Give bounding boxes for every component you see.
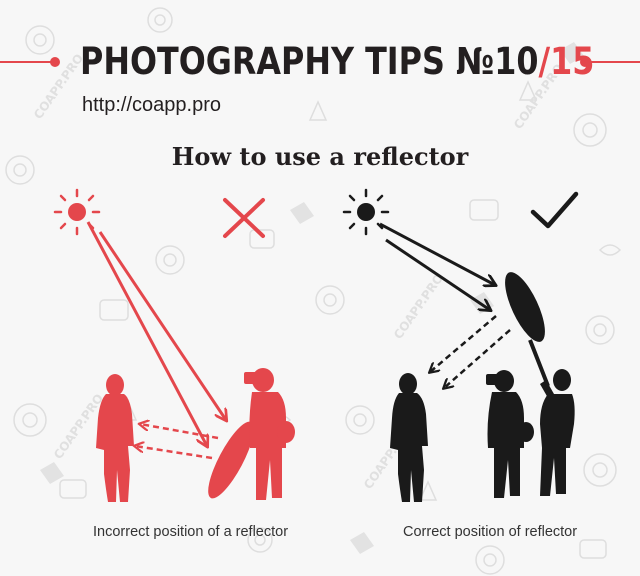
incorrect-caption: Incorrect position of a reflector [93,524,289,540]
reflector [208,421,254,499]
cross-mark-icon [223,198,265,238]
model-silhouette [390,373,428,502]
sun-rays [86,221,226,446]
reflector-pole [528,339,550,387]
reflector [505,272,545,342]
site-url: http://coapp.pro [82,94,221,116]
reflected-rays [135,424,219,460]
correct-panel [342,188,579,502]
incorrect-panel [53,188,295,502]
correct-caption: Correct position of reflector [403,524,578,540]
assistant-silhouette [540,369,575,496]
page-title: PHOTOGRAPHY TIPS №10/15 [80,38,594,86]
title-prefix: PHOTOGRAPHY TIPS №10 [80,40,539,83]
sun-icon [342,188,390,236]
watermark-icons [5,7,622,575]
title-slash: / [538,40,551,83]
title-rule-right [588,61,640,63]
reflected-rays [430,315,511,388]
photographer-silhouette [486,370,534,498]
title-dot-right [580,57,590,67]
section-subtitle: How to use a reflector [171,142,469,171]
sun-rays [379,222,495,310]
photographer-silhouette [244,368,295,500]
model-silhouette [96,374,134,502]
title-rule-left [0,61,52,63]
check-mark-icon [530,191,579,229]
title-total: 15 [550,40,595,83]
title-dot-left [50,57,60,67]
